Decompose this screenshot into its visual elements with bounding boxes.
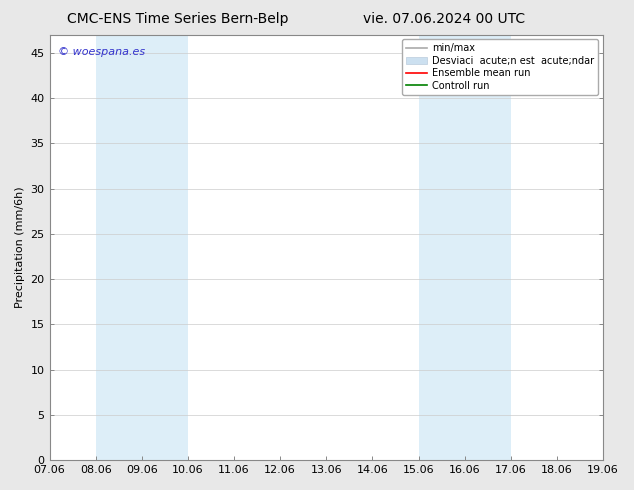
Bar	[96, 35, 188, 460]
Text: CMC-ENS Time Series Bern-Belp: CMC-ENS Time Series Bern-Belp	[67, 12, 288, 26]
Bar	[418, 35, 511, 460]
Text: © woespana.es: © woespana.es	[58, 48, 145, 57]
Text: vie. 07.06.2024 00 UTC: vie. 07.06.2024 00 UTC	[363, 12, 525, 26]
Legend: min/max, Desviaci  acute;n est  acute;ndar, Ensemble mean run, Controll run: min/max, Desviaci acute;n est acute;ndar…	[402, 40, 598, 95]
Y-axis label: Precipitation (mm/6h): Precipitation (mm/6h)	[15, 187, 25, 308]
